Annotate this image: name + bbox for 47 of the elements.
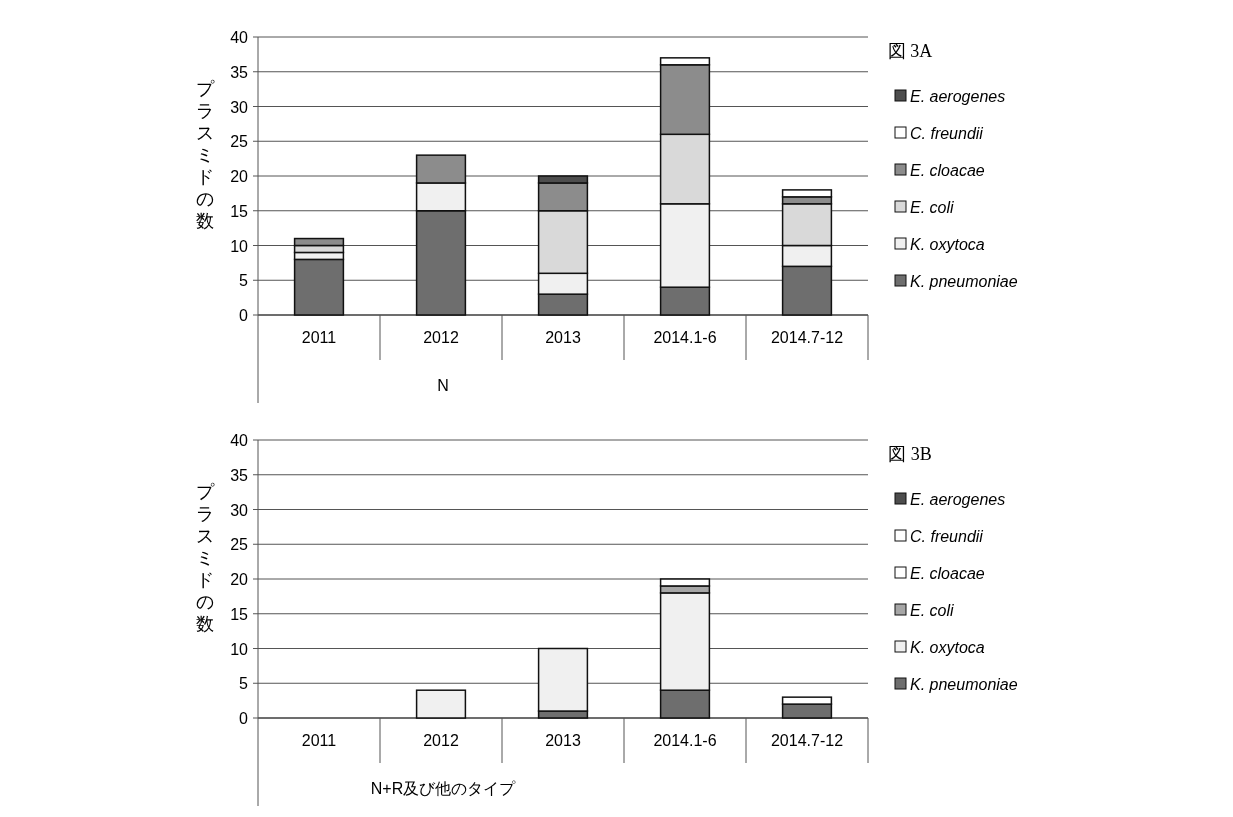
y-tick-label: 35	[230, 466, 249, 484]
y-tick-label: 25	[230, 133, 249, 151]
x-tick-label: 2014.7-12	[770, 732, 844, 749]
y-tick-label: 20	[230, 571, 249, 588]
legend-label: E. cloacae	[910, 565, 985, 582]
y-tick-label: 30	[230, 98, 249, 116]
legend-label: C. freundii	[910, 125, 984, 142]
y-tick-label: 30	[230, 501, 249, 519]
x-tick-label: 2013	[545, 732, 581, 749]
y-tick-label: 35	[230, 63, 249, 81]
y-axis-title: プラスミドの数	[196, 482, 215, 634]
bar	[415, 689, 467, 719]
legend-label: E. coli	[910, 602, 955, 619]
legend-label: K. oxytoca	[910, 639, 985, 656]
x-tick-label: 2014.7-12	[770, 329, 844, 346]
y-tick-label: 5	[239, 675, 249, 693]
legend-label: E. aerogenes	[910, 88, 1006, 105]
y-axis-title: プラスミドの数	[196, 79, 215, 231]
y-tick-label: 40	[230, 29, 249, 46]
x-tick-label: 2013	[545, 329, 581, 346]
y-tick-label: 15	[230, 202, 249, 220]
legend-label: C. freundii	[910, 528, 984, 545]
y-tick-label: 10	[230, 640, 249, 658]
legend-label: K. oxytoca	[910, 236, 985, 253]
x-tick-label: 2012	[423, 732, 459, 749]
x-tick-label: 2014.1-6	[653, 732, 717, 749]
y-tick-label: 20	[230, 168, 249, 185]
legend-label: E. aerogenes	[910, 491, 1006, 508]
caption: 図 3A	[887, 41, 933, 61]
x-tick-label: 2011	[301, 329, 337, 346]
x-tick-label: 2012	[423, 329, 459, 346]
caption: 図 3B	[888, 444, 932, 464]
y-tick-label: 10	[230, 237, 249, 255]
legend-label: K. pneumoniae	[910, 676, 1018, 693]
y-tick-label: 25	[230, 536, 249, 554]
x-axis-title: N+R及び他のタイプ	[370, 780, 517, 797]
y-tick-label: 15	[230, 605, 249, 623]
x-axis-title: N	[437, 377, 449, 394]
y-tick-label: 0	[239, 307, 249, 324]
x-tick-label: 2011	[301, 732, 337, 749]
legend-label: E. cloacae	[910, 162, 985, 179]
y-tick-label: 5	[239, 272, 249, 290]
legend-label: K. pneumoniae	[910, 273, 1018, 290]
legend-label: E. coli	[910, 199, 955, 216]
x-tick-label: 2014.1-6	[653, 329, 717, 346]
y-tick-label: 40	[230, 432, 249, 449]
y-tick-label: 0	[239, 710, 249, 727]
